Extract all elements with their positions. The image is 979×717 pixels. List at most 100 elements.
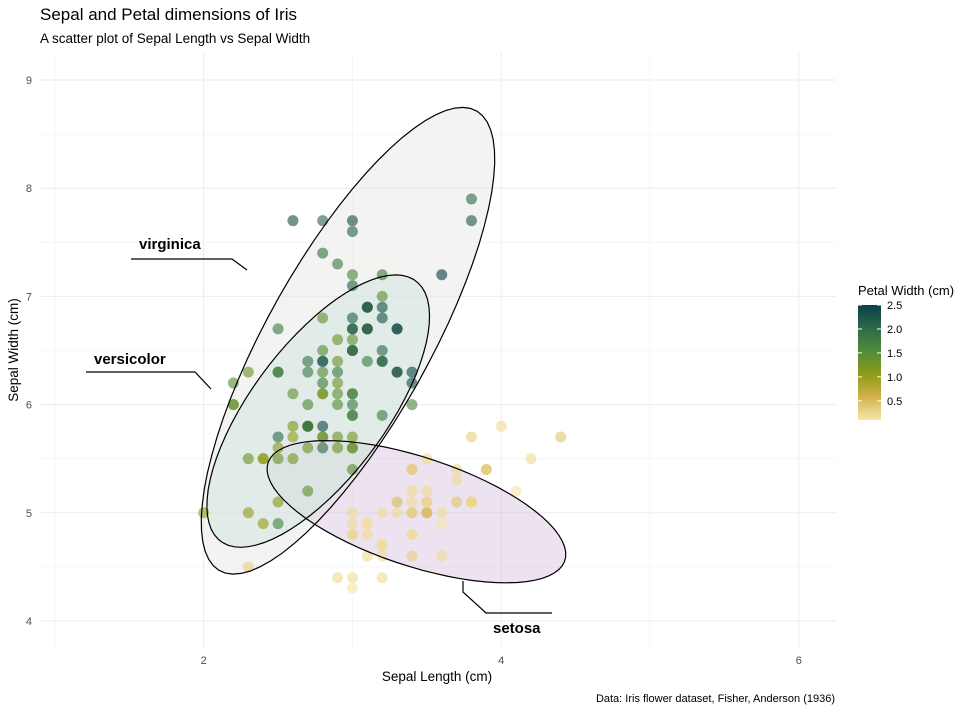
ellipse-outline-versicolor <box>206 274 431 548</box>
legend-tick-label: 0.5 <box>887 396 902 408</box>
ellipse-versicolor <box>206 274 430 548</box>
y-tick-label: 4 <box>26 616 32 628</box>
scatter-point <box>465 193 477 205</box>
scatter-point <box>465 496 477 508</box>
scatter-point <box>421 496 433 508</box>
scatter-point <box>302 420 314 432</box>
scatter-point <box>287 420 299 432</box>
scatter-point <box>495 420 507 432</box>
scatter-point <box>287 388 299 400</box>
scatter-point <box>332 258 344 270</box>
legend-tick-label: 1.5 <box>887 348 902 360</box>
scatter-point <box>376 539 388 551</box>
scatter-point <box>406 399 418 411</box>
scatter-point <box>346 312 358 324</box>
scatter-point <box>346 409 358 421</box>
scatter-point <box>346 399 358 411</box>
scatter-point <box>510 485 522 497</box>
y-tick-label: 8 <box>26 183 32 195</box>
ellipse-outline-setosa <box>266 439 567 584</box>
scatter-point <box>346 431 358 443</box>
scatter-point <box>242 366 254 378</box>
scatter-point <box>376 572 388 584</box>
x-axis-title: Sepal Length (cm) <box>382 669 492 684</box>
scatter-point <box>242 507 254 519</box>
scatter-point <box>391 507 403 519</box>
ellipse-outline-virginica <box>200 106 496 575</box>
scatter-point <box>436 550 448 562</box>
scatter-point <box>361 518 373 530</box>
scatter-point <box>346 572 358 584</box>
scatter-point <box>451 474 463 486</box>
scatter-point <box>406 507 418 519</box>
chart-subtitle: A scatter plot of Sepal Length vs Sepal … <box>40 31 310 46</box>
scatter-point <box>376 507 388 519</box>
scatter-point <box>332 355 344 367</box>
scatter-point <box>317 431 329 443</box>
y-tick-label: 5 <box>26 508 32 520</box>
scatter-point <box>317 388 329 400</box>
scatter-point <box>361 528 373 540</box>
scatter-point <box>302 485 314 497</box>
scatter-point <box>332 366 344 378</box>
scatter-point <box>421 453 433 465</box>
scatter-point <box>317 215 329 227</box>
scatter-point <box>346 226 358 237</box>
chart-title: Sepal and Petal dimensions of Iris <box>40 5 297 24</box>
scatter-point <box>317 247 329 259</box>
scatter-point <box>346 215 358 227</box>
scatter-point <box>555 431 567 443</box>
scatter-point <box>272 518 284 530</box>
chart-caption: Data: Iris flower dataset, Fisher, Ander… <box>596 693 835 705</box>
scatter-point <box>376 269 388 281</box>
legend-tick-label: 2.5 <box>887 300 902 312</box>
scatter-point <box>272 431 284 443</box>
scatter-point <box>525 453 537 465</box>
label-versicolor: versicolor <box>94 351 166 368</box>
scatter-point <box>421 507 433 519</box>
scatter-point <box>346 323 358 335</box>
scatter-point <box>376 312 388 324</box>
scatter-point <box>406 464 418 475</box>
leader-versicolor <box>86 371 212 390</box>
scatter-point <box>242 561 254 573</box>
leader-setosa <box>462 581 552 614</box>
ellipse-outlines <box>200 106 567 584</box>
scatter-point <box>346 334 358 346</box>
y-tick-label: 6 <box>26 400 32 412</box>
scatter-point <box>227 399 239 411</box>
scatter-point <box>302 355 314 367</box>
scatter-point <box>480 464 492 475</box>
scatter-point <box>346 528 358 540</box>
scatter-point <box>332 399 344 411</box>
scatter-point <box>346 518 358 530</box>
scatter-point <box>391 496 403 508</box>
scatter-point <box>302 366 314 378</box>
scatter-point <box>317 420 329 432</box>
scatter-point <box>272 453 284 465</box>
legend-ticks: 0.5 1.0 1.5 2.0 2.5 <box>858 300 902 408</box>
scatter-point <box>257 518 269 530</box>
scatter-point <box>376 345 388 356</box>
scatter-point <box>346 442 358 454</box>
scatter-point <box>317 442 329 454</box>
scatter-point <box>317 366 329 378</box>
scatter-point <box>317 345 329 356</box>
scatter-point <box>436 518 448 530</box>
scatter-point <box>406 485 418 497</box>
scatter-point <box>302 442 314 454</box>
scatter-point <box>376 290 388 302</box>
scatter-point <box>465 431 477 443</box>
scatter-point <box>272 323 284 335</box>
y-tick-label: 7 <box>26 291 32 303</box>
scatter-point <box>346 507 358 519</box>
x-tick-label: 4 <box>498 655 504 667</box>
scatter-point <box>451 496 463 508</box>
scatter-point <box>317 312 329 324</box>
species-labels: virginica versicolor setosa <box>94 236 541 637</box>
scatter-point <box>332 334 344 346</box>
scatter-point <box>346 269 358 281</box>
scatter-point <box>346 583 358 594</box>
